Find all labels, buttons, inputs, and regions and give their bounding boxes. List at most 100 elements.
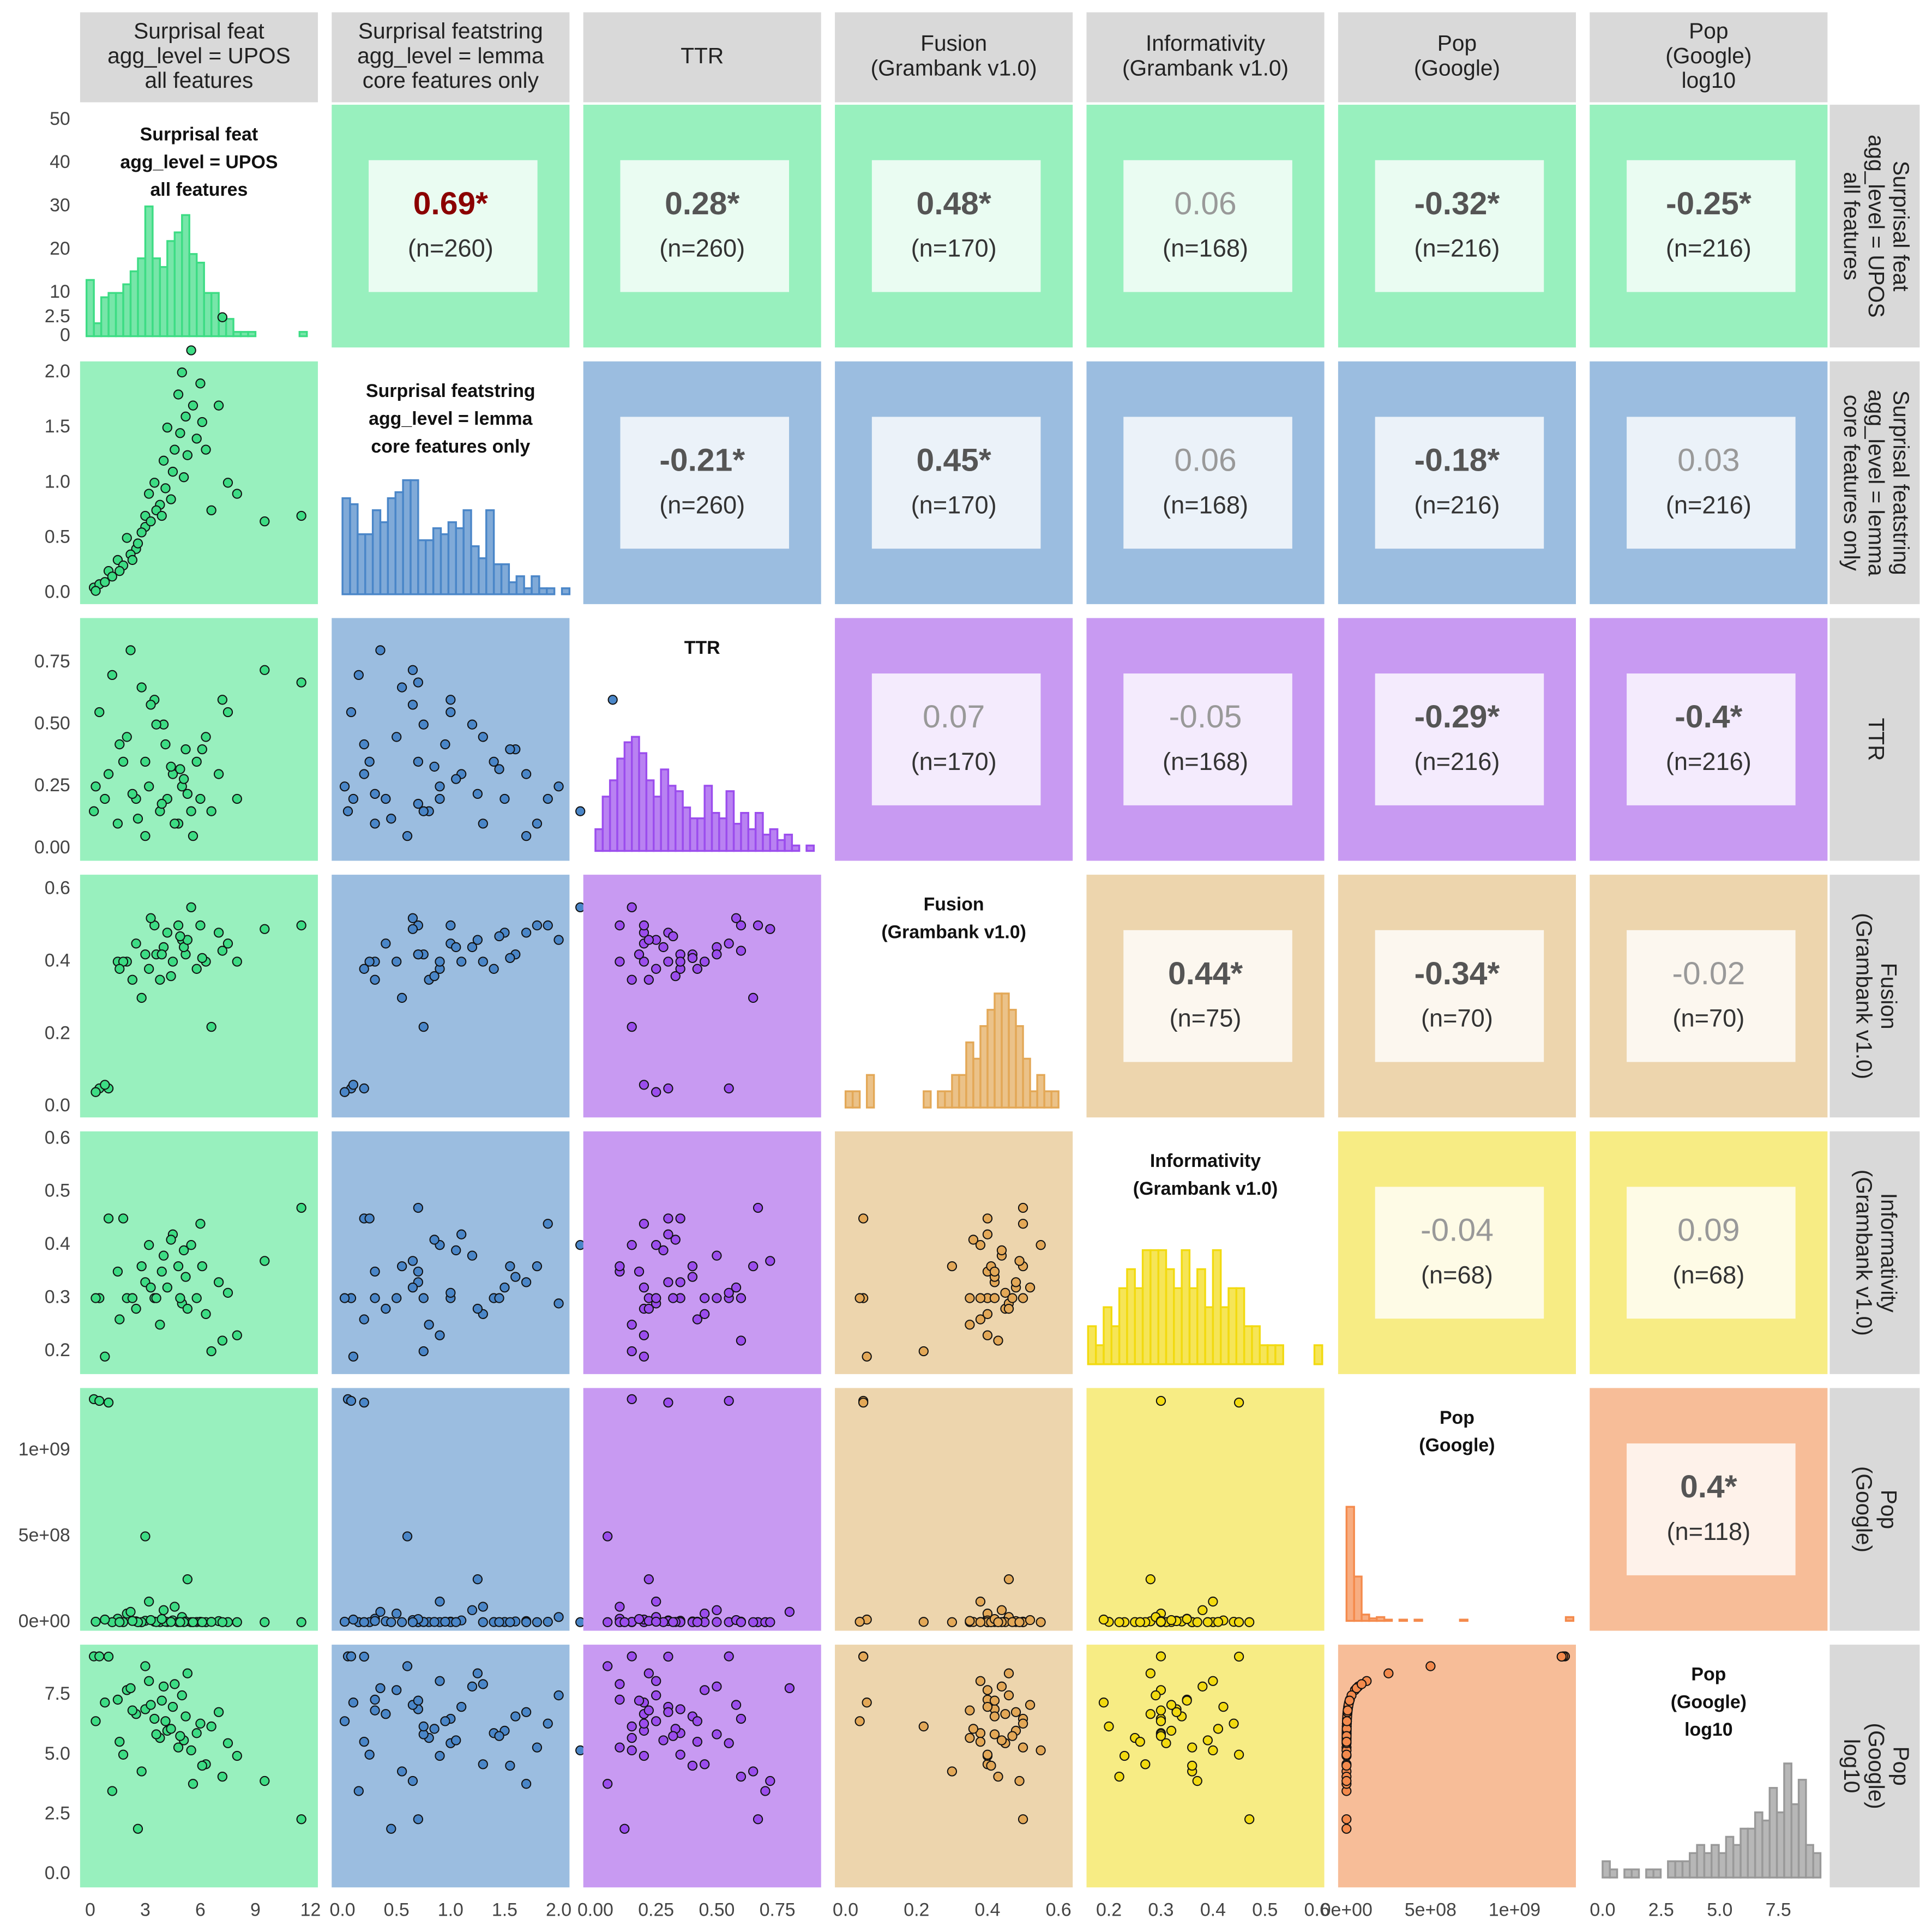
- scatter-point: [157, 798, 167, 809]
- scatter-point: [692, 964, 702, 974]
- scatter-point: [854, 1293, 865, 1303]
- histogram-bar: [1609, 1868, 1618, 1879]
- correlation-n: (n=68): [1672, 1261, 1744, 1289]
- strip-top: [80, 12, 318, 103]
- histogram-bar: [1376, 1616, 1386, 1622]
- strip-label: log10: [1839, 1739, 1864, 1793]
- scatter-point: [94, 1651, 105, 1662]
- scatter-point: [1166, 1725, 1177, 1736]
- scatter-point: [440, 739, 450, 750]
- scatter-point: [359, 1617, 369, 1627]
- scatter-point: [687, 1760, 698, 1771]
- diag-label: Fusion: [924, 894, 984, 915]
- scatter-point: [191, 1293, 202, 1303]
- scatter-point: [122, 533, 132, 543]
- scatter-point: [651, 1240, 661, 1250]
- y-tick-label: 20: [50, 238, 70, 259]
- scatter-point: [736, 1335, 747, 1346]
- correlation-n: (n=70): [1421, 1004, 1493, 1032]
- scatter-point: [1341, 1775, 1352, 1786]
- scatter-point: [982, 1229, 993, 1239]
- scatter-point: [553, 1690, 564, 1701]
- diag-label: Pop: [1691, 1664, 1726, 1685]
- scatter-point: [136, 992, 147, 1003]
- correlation-box: [1627, 673, 1796, 805]
- scatter-point: [765, 1256, 775, 1266]
- scatter-point: [989, 1695, 1000, 1706]
- scatter-point: [127, 1705, 137, 1716]
- diag-label: Informativity: [1150, 1151, 1261, 1171]
- y-tick-label: 0.75: [34, 651, 70, 672]
- y-tick-label: 0.5: [45, 526, 70, 547]
- scatter-point: [494, 1731, 504, 1741]
- scatter-point: [753, 1202, 763, 1213]
- strip-top: [1338, 12, 1576, 103]
- scatter-point: [375, 1683, 386, 1694]
- histogram-bar: [609, 779, 618, 852]
- histogram-bar: [523, 587, 533, 595]
- scatter-point: [1341, 1716, 1352, 1726]
- scatter-point: [1151, 1690, 1161, 1701]
- scatter-point: [429, 761, 440, 772]
- scatter-point: [162, 928, 172, 938]
- scatter-point: [370, 789, 380, 799]
- scatter-point: [144, 1240, 154, 1250]
- scatter-point: [700, 1759, 710, 1770]
- scatter-point: [418, 1293, 429, 1303]
- y-tick-label: 40: [50, 152, 70, 172]
- scatter-point: [532, 818, 543, 829]
- histogram-bar: [718, 817, 727, 852]
- scatter-point: [1425, 1661, 1436, 1671]
- diag-label: Surprisal featstring: [366, 381, 535, 401]
- scatter-point: [784, 1683, 795, 1694]
- histogram-bar: [188, 253, 198, 338]
- histogram-bar: [152, 257, 161, 338]
- correlation-box: [1627, 930, 1796, 1062]
- scatter-point: [197, 417, 207, 428]
- scatter-point: [232, 1750, 242, 1761]
- scatter-point: [731, 1700, 742, 1710]
- scatter-panel: [583, 875, 821, 1118]
- histogram-bar: [1652, 1868, 1662, 1879]
- scatter-point: [687, 1272, 698, 1282]
- scatter-point: [1098, 1614, 1109, 1625]
- scatter-point: [615, 920, 625, 931]
- scatter-point: [765, 924, 775, 934]
- scatter-point: [658, 942, 669, 953]
- correlation-box: [1375, 160, 1544, 292]
- scatter-point: [296, 1814, 306, 1825]
- scatter-point: [675, 1277, 685, 1287]
- scatter-point: [386, 1823, 396, 1834]
- scatter-point: [451, 1245, 461, 1256]
- scatter-point: [232, 793, 242, 804]
- scatter-point: [456, 956, 467, 967]
- scatter-point: [712, 1605, 722, 1615]
- scatter-point: [615, 1742, 625, 1753]
- y-tick-label: 10: [50, 281, 70, 302]
- scatter-point: [1036, 1745, 1046, 1756]
- scatter-point: [296, 920, 306, 931]
- histogram-bar: [1602, 1860, 1611, 1879]
- scatter-point: [451, 774, 461, 784]
- y-tick-label: 0.25: [34, 775, 70, 796]
- histogram-bar: [546, 587, 556, 595]
- scatter-point: [173, 1742, 184, 1753]
- histogram-bar: [538, 587, 548, 595]
- scatter-point: [94, 1395, 105, 1406]
- scatter-point: [603, 1661, 613, 1671]
- scatter-point: [118, 756, 129, 767]
- scatter-panel: [583, 1131, 821, 1374]
- scatter-point: [1341, 1749, 1352, 1760]
- scatter-point: [407, 665, 418, 675]
- scatter-point: [651, 964, 661, 974]
- scatter-point: [195, 793, 206, 804]
- scatter-point: [359, 1314, 369, 1325]
- scatter-point: [213, 928, 224, 938]
- strip-label: Fusion: [920, 31, 987, 56]
- histogram-bar: [1368, 1617, 1378, 1622]
- scatter-point: [381, 1709, 391, 1719]
- scatter-point: [115, 739, 125, 750]
- scatter-point: [712, 1729, 722, 1740]
- x-tick-label: 0.0: [330, 1900, 356, 1921]
- strip-right-labels: Fusion(Grambank v1.0): [1852, 913, 1901, 1079]
